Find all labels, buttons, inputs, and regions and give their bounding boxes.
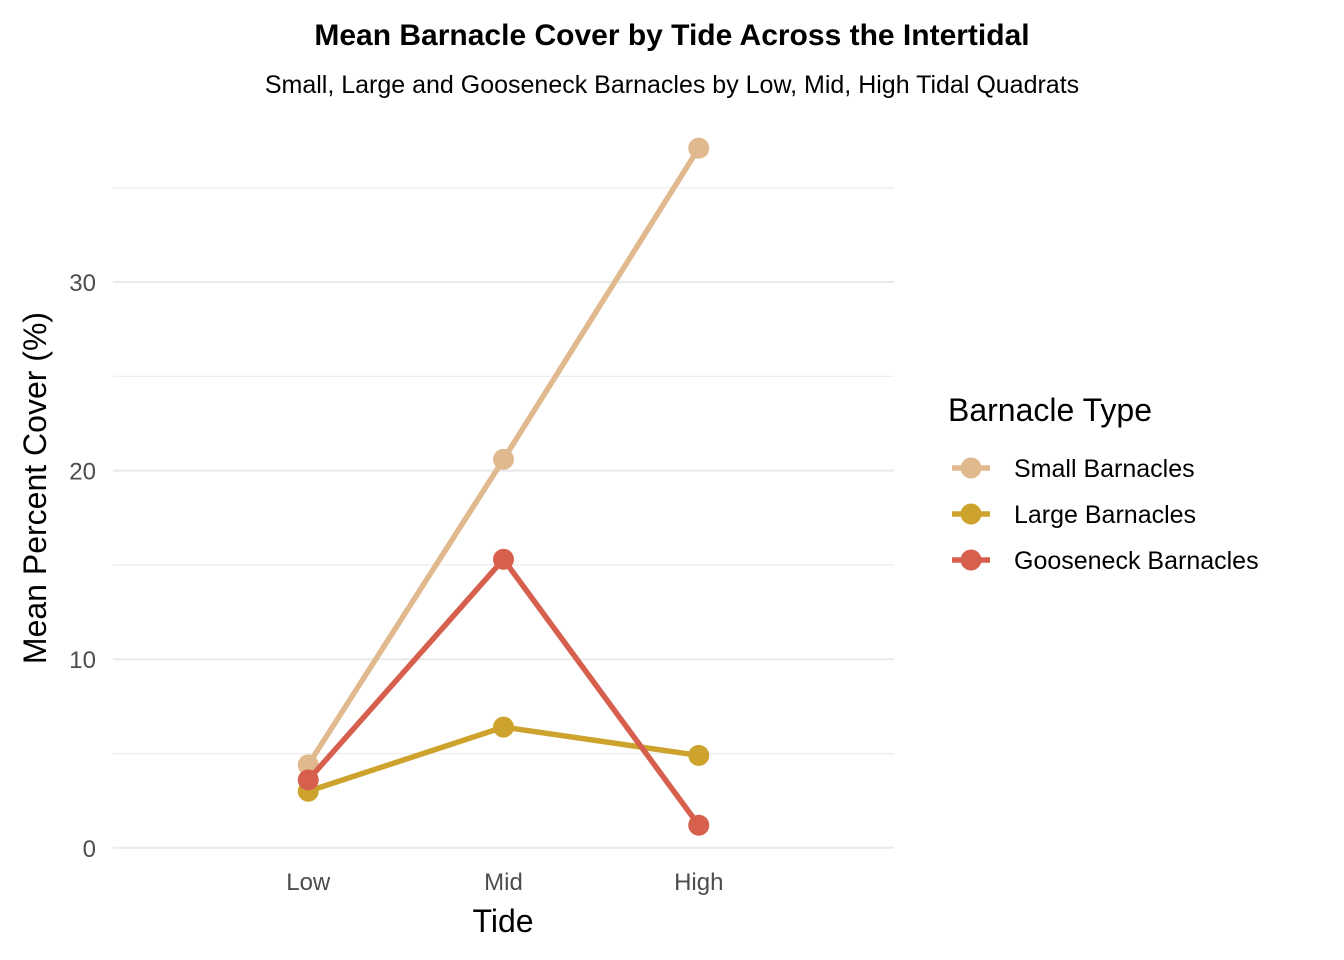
legend-label: Small Barnacles [1014, 455, 1195, 483]
chart-subtitle: Small, Large and Gooseneck Barnacles by … [265, 71, 1079, 99]
x-tick-label: High [674, 869, 723, 896]
chart-title: Mean Barnacle Cover by Tide Across the I… [314, 19, 1029, 52]
y-tick-label: 0 [83, 836, 96, 863]
data-series [297, 137, 710, 836]
data-point [493, 548, 514, 570]
data-point [493, 716, 514, 738]
series-group [297, 548, 710, 836]
data-point [297, 769, 319, 791]
y-tick-label: 30 [69, 270, 96, 297]
legend-item: Large Barnacles [952, 501, 1196, 529]
series-group [297, 137, 710, 776]
y-tick-label: 20 [69, 459, 96, 486]
y-axis-title: Mean Percent Cover (%) [17, 312, 53, 664]
x-tick-label: Mid [484, 869, 523, 896]
y-axis-ticks: 0 10 20 30 [69, 270, 96, 863]
grid-lines [113, 187, 894, 849]
legend-title: Barnacle Type [948, 392, 1152, 428]
data-point [688, 744, 710, 766]
series-line [306, 556, 701, 827]
legend-item: Small Barnacles [952, 455, 1195, 483]
legend: Barnacle Type Small Barnacles Large Barna… [948, 392, 1259, 575]
legend-label: Gooseneck Barnacles [1014, 547, 1259, 575]
data-point [688, 814, 710, 836]
legend-key-point [960, 457, 982, 479]
data-point [688, 137, 710, 159]
x-axis-ticks: Low Mid High [286, 869, 723, 896]
legend-key-point [960, 549, 982, 571]
y-tick-label: 10 [69, 647, 96, 674]
x-tick-label: Low [286, 869, 331, 896]
legend-item: Gooseneck Barnacles [952, 547, 1259, 575]
x-axis-title: Tide [472, 903, 533, 939]
legend-key-point [960, 503, 982, 525]
data-point [493, 448, 514, 470]
legend-label: Large Barnacles [1014, 501, 1196, 529]
